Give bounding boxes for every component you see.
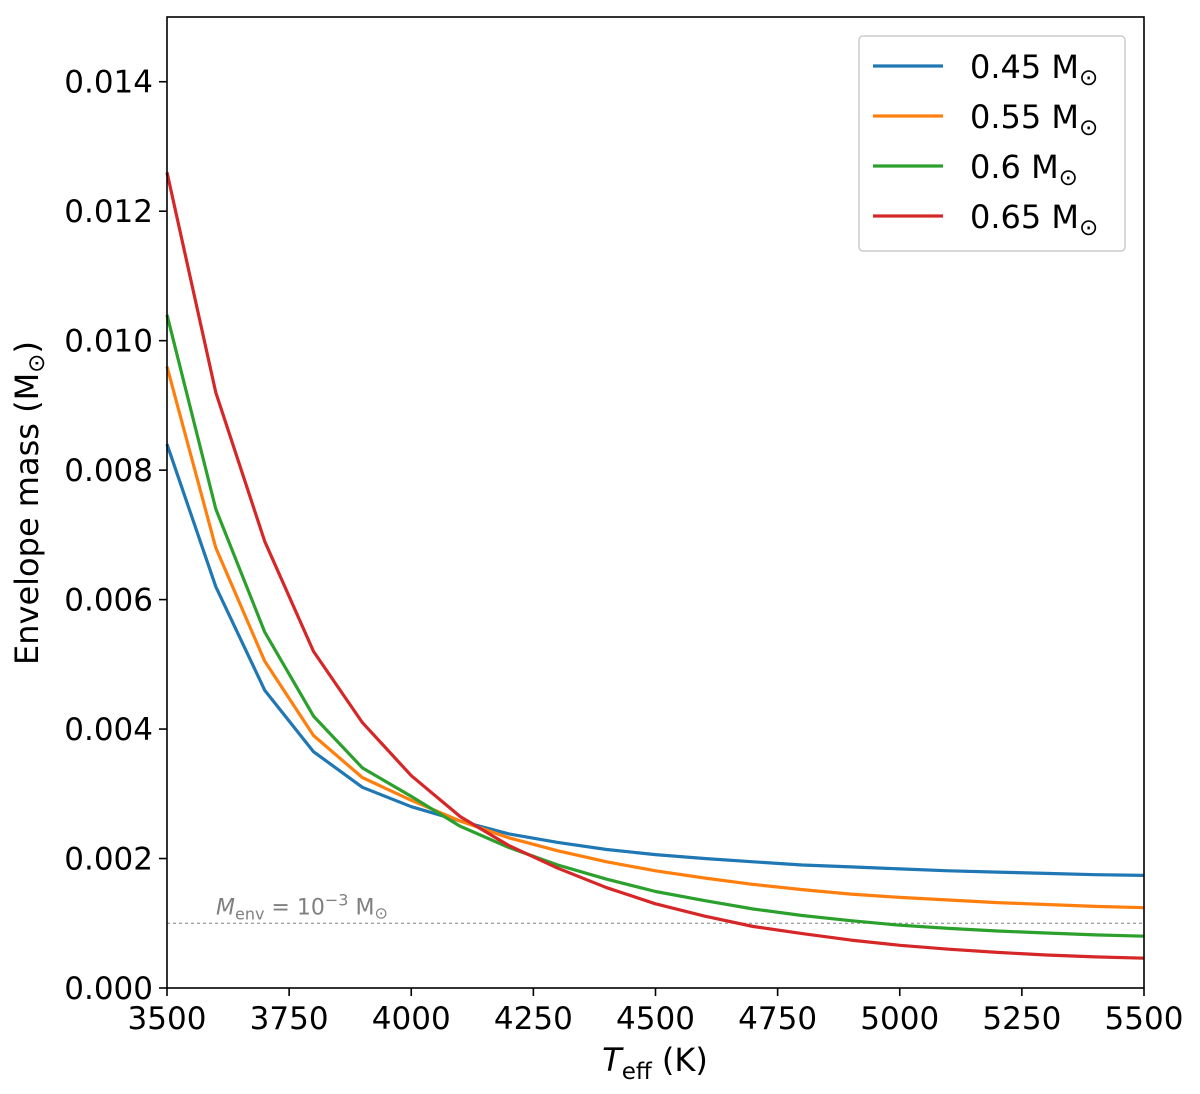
legend-box [858,35,1126,252]
legend-label-symbol: ⊙ [1059,165,1078,191]
x-tick-label: 3750 [250,1001,329,1037]
reference-label-subscript: env [235,904,264,923]
legend-label-symbol: ⊙ [1079,215,1098,241]
legend-label-text: 0.65 M [970,198,1079,236]
legend-label-1: 0.55 M⊙ [970,98,1098,141]
legend-label-3: 0.65 M⊙ [970,198,1098,241]
x-tick-label: 5000 [860,1001,939,1037]
x-axis-title-subscript: eff [622,1059,653,1085]
axis-ticks: 3500 3750 4000 4250 4500 4750 5000 5250 5500 0.00… [64,65,1183,1037]
x-tick-label: 3500 [128,1001,207,1037]
y-axis-title-close: ) [8,341,46,353]
legend-label-text: 0.6 M [970,148,1059,186]
x-tick-label: 4250 [494,1001,573,1037]
y-tick-label: 0.004 [64,712,153,748]
x-tick-label: 4500 [616,1001,695,1037]
legend-label-text: 0.55 M [970,98,1079,136]
series-line-3 [165,172,1145,960]
legend: 0.45 M⊙0.55 M⊙0.6 M⊙0.65 M⊙ [858,35,1126,252]
legend-label-0: 0.45 M⊙ [970,48,1098,91]
reference-label-exponent: −3 [325,890,349,909]
x-axis-title: Teff (K) [602,1041,708,1085]
y-axis-title: Envelope mass (M⊙) [8,341,50,665]
series-line-0 [165,443,1145,877]
x-tick-label: 5500 [1105,1001,1184,1037]
y-axis-title-symbol: ⊙ [24,354,50,373]
x-tick-label: 4000 [372,1001,451,1037]
reference-line-label: Menv = 10−3 M⊙ [216,890,388,923]
y-tick-label: 0.010 [64,324,153,360]
legend-label-2: 0.6 M⊙ [970,148,1078,191]
x-axis-title-unit: (K) [652,1041,708,1079]
reference-label-unit: M [348,895,374,920]
x-tick-label: 4750 [738,1001,817,1037]
y-tick-label: 0.006 [64,583,153,619]
reference-label-eq: = 10 [264,895,324,920]
series-line-2 [165,314,1145,938]
legend-label-symbol: ⊙ [1079,115,1098,141]
series-line-1 [165,366,1145,910]
reference-label-symbol: ⊙ [374,903,387,922]
y-tick-label: 0.000 [64,971,153,1007]
legend-label-symbol: ⊙ [1079,65,1098,91]
legend-label-text: 0.45 M [970,48,1079,86]
y-tick-label: 0.012 [64,194,153,230]
x-axis-title-main: T [602,1041,624,1079]
y-tick-label: 0.008 [64,453,153,489]
x-tick-label: 5250 [982,1001,1061,1037]
y-tick-label: 0.002 [64,842,153,878]
y-axis-title-main: Envelope mass (M [8,373,46,665]
y-tick-label: 0.014 [64,65,153,101]
plot-area [165,172,1145,960]
reference-label-main: M [216,895,235,920]
